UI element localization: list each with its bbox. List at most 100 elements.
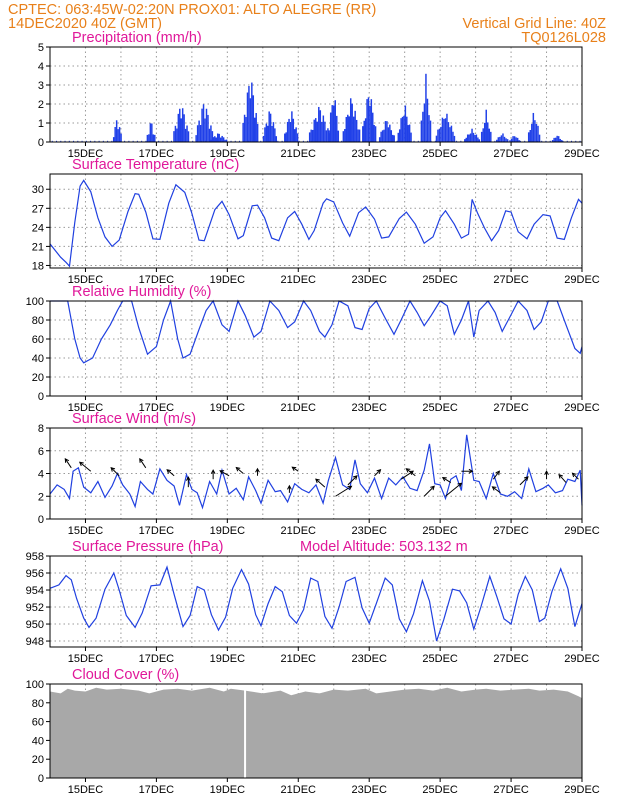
y-tick-label: 4 (38, 469, 44, 481)
wind-arrow-head (376, 469, 382, 474)
x-tick-label: 27DEC (493, 653, 529, 665)
wind-arrow-shaft (442, 477, 452, 484)
precip-bar (296, 133, 299, 142)
wind-arrow-head (347, 485, 353, 490)
precip-bar (316, 121, 319, 142)
wind-arrow-head (441, 477, 447, 482)
x-tick-label: 25DEC (422, 784, 458, 796)
precip-bar (549, 140, 551, 142)
wind-arrow-head (166, 469, 172, 474)
precip-bar (313, 119, 315, 142)
x-tick-label: 19DEC (210, 148, 246, 160)
y-tick-label: 60 (32, 334, 44, 346)
wind-arrow (315, 478, 326, 488)
precip-bar (268, 111, 270, 142)
precip-bar (201, 108, 203, 142)
precip-bar (499, 136, 501, 142)
y-tick-label: 24 (32, 222, 44, 234)
precip-bar (468, 140, 470, 142)
precip-bar (286, 121, 289, 142)
precip-bar (362, 140, 364, 142)
precip-bar (406, 116, 408, 142)
precip-bar (85, 140, 87, 142)
precip-bar (200, 140, 202, 142)
precip-bar (212, 137, 215, 142)
precip-bar (379, 140, 381, 142)
precip-bar (56, 140, 58, 142)
precip-bar (413, 140, 415, 142)
x-tick-label: 25DEC (422, 525, 458, 537)
precip-bar (60, 140, 62, 142)
precip-bar (515, 140, 517, 142)
precip-bar (210, 125, 212, 142)
precip-bar (465, 137, 467, 142)
precip-bar (423, 103, 426, 142)
precip-bar (422, 111, 424, 142)
precip-bar (558, 140, 560, 142)
precip-bar (426, 98, 429, 142)
precip-bar (166, 140, 168, 142)
precip-bar (180, 118, 182, 142)
precip-bar (248, 86, 250, 142)
precip-bar (439, 140, 441, 142)
precip-bar (255, 112, 257, 142)
precip-bar (352, 116, 355, 142)
precip-bar (322, 115, 325, 142)
precip-bar (192, 140, 194, 142)
precip-bar (308, 132, 311, 142)
precip-bar (252, 95, 255, 142)
precip-bar (545, 140, 547, 142)
wind-arrow-shaft (110, 467, 120, 477)
precip-bar (381, 130, 384, 142)
precip-bar (281, 140, 283, 142)
precip-bar (349, 98, 352, 142)
precip-bar (374, 126, 377, 142)
x-tick-label: 21DEC (281, 274, 317, 286)
precip-bar (562, 140, 564, 142)
wind-arrow-shaft (139, 458, 147, 469)
precip-bar (196, 140, 198, 142)
precip-bar (497, 137, 500, 142)
precip-bar (355, 119, 358, 142)
wind-arrow-head (468, 468, 474, 474)
wind-arrow (185, 476, 191, 488)
precip-bar (485, 109, 487, 142)
precip-bar (222, 140, 224, 142)
wind-arrow-head (491, 486, 497, 491)
precip-bar (480, 131, 483, 142)
wind-arrow-shaft (519, 476, 529, 486)
precip-bar (211, 139, 213, 142)
plot-frame (49, 300, 583, 397)
wind-arrow-shaft (335, 485, 352, 497)
precip-bar (73, 140, 75, 142)
wind-arrow-shaft (64, 458, 72, 469)
x-tick-label: 15DEC (68, 784, 104, 796)
y-tick-label: 40 (32, 735, 44, 747)
x-tick-label: 23DEC (351, 402, 387, 414)
y-tick-label: 958 (26, 551, 44, 563)
precip-bar (513, 136, 516, 142)
panels: 0 1 2 3 4 5 15DEC 17DEC 19DEC 21DEC 23DEC 25DEC 27DE… (26, 30, 600, 796)
precip-bar (337, 130, 340, 142)
precip-bar (370, 99, 373, 142)
wind-arrow-shaft (235, 467, 244, 474)
wind-arrow (287, 484, 292, 493)
wind-arrow (110, 467, 120, 477)
precip-bar (344, 129, 346, 142)
precip-bar (321, 121, 323, 142)
precip-bar (446, 113, 448, 142)
precip-bar (468, 134, 470, 142)
x-tick-label: 29DEC (564, 525, 600, 537)
x-tick-label: 25DEC (422, 653, 458, 665)
precip-bar (273, 140, 275, 142)
precip-bar (357, 129, 359, 142)
y-tick-label: 956 (26, 568, 44, 580)
wind-arrow-head (219, 470, 225, 475)
x-tick-label: 15DEC (68, 148, 104, 160)
precip-bar (328, 140, 330, 142)
y-tick-label: 80 (32, 315, 44, 327)
wind-arrow-shaft (572, 472, 579, 480)
precip-bar (541, 140, 543, 142)
precip-bar (441, 117, 444, 142)
precip-bar (524, 140, 526, 142)
